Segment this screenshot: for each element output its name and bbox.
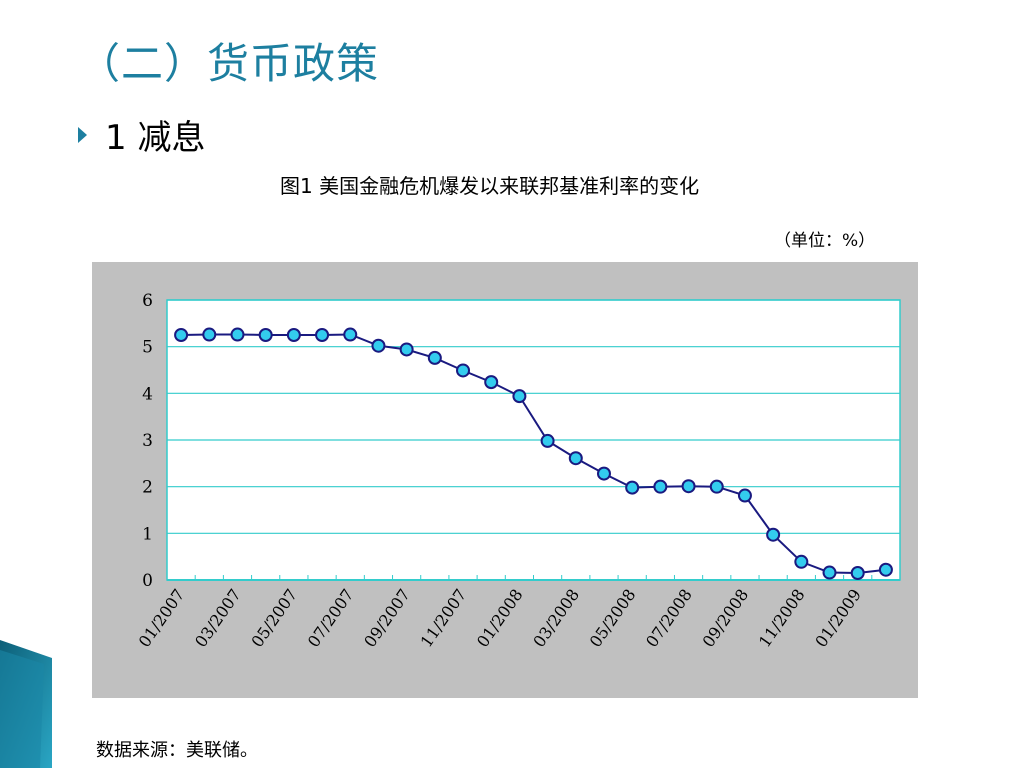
data-point (371, 338, 386, 353)
x-tick-label: 05/2008 (586, 585, 640, 650)
data-point (794, 554, 809, 569)
data-point (399, 342, 414, 357)
y-tick-label: 6 (142, 291, 153, 311)
y-tick-label: 5 (142, 338, 153, 358)
figure-caption: 图1 美国金融危机爆发以来联邦基准利率的变化 (280, 174, 700, 198)
data-point (174, 328, 189, 342)
y-tick-label: 0 (142, 571, 153, 591)
data-point (850, 566, 865, 580)
y-tick-label: 1 (142, 524, 153, 544)
data-point (230, 327, 245, 342)
data-point (653, 479, 668, 494)
x-tick-label: 01/2009 (811, 585, 865, 650)
x-tick-label: 09/2007 (360, 585, 414, 650)
source-note: 数据来源：美联储。 (96, 740, 258, 761)
data-point (258, 328, 273, 342)
data-point (512, 389, 527, 404)
bullet-item: 1 减息 (78, 110, 205, 159)
corner-decoration (0, 640, 52, 768)
data-point (202, 327, 217, 342)
x-tick-label: 05/2007 (247, 585, 301, 650)
x-tick-label: 11/2007 (417, 585, 471, 650)
x-tick-label: 09/2008 (699, 585, 753, 650)
slide-title: （二）货币政策 (78, 39, 380, 88)
data-point (709, 479, 724, 494)
data-point (540, 433, 555, 448)
x-tick-label: 07/2007 (304, 585, 358, 650)
data-point (484, 375, 499, 390)
data-point (343, 327, 358, 342)
data-point (456, 363, 471, 378)
chart-panel: 0 1 2 3 4 5 6 01/2007 03/2007 05/2007 07/2007 09/20… (92, 262, 918, 698)
data-point (737, 488, 752, 503)
x-tick-label: 07/2008 (642, 585, 696, 650)
data-point (286, 328, 301, 342)
data-point (596, 466, 611, 481)
x-tick-label: 01/2007 (135, 585, 189, 650)
data-point (766, 527, 781, 542)
data-point (822, 565, 837, 580)
x-tick-label: 03/2008 (529, 585, 583, 650)
data-point (878, 562, 893, 577)
x-tick-label: 11/2008 (755, 585, 809, 650)
data-point (625, 480, 640, 495)
data-point (315, 328, 330, 342)
unit-note: （单位：%） (774, 231, 876, 251)
y-tick-label: 4 (142, 384, 153, 404)
data-point (427, 350, 442, 365)
x-tick-label: 01/2008 (473, 585, 527, 650)
data-point (681, 479, 696, 494)
y-tick-label: 2 (142, 478, 153, 498)
data-point (568, 451, 583, 466)
bullet-text: 1 减息 (105, 118, 206, 158)
y-tick-label: 3 (142, 431, 153, 451)
triangle-bullet-icon (78, 126, 87, 143)
x-tick-label: 03/2007 (191, 585, 245, 650)
